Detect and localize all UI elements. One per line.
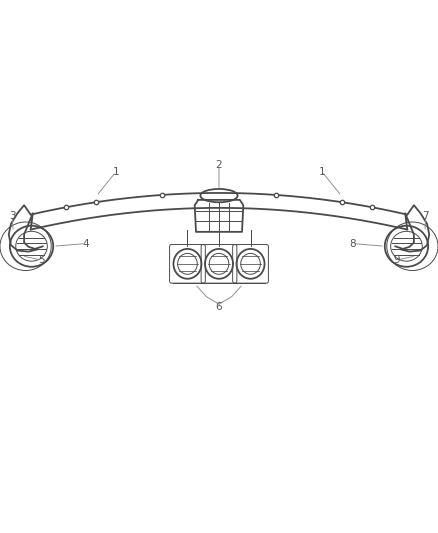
Text: 2: 2: [215, 160, 223, 170]
Text: 5: 5: [38, 255, 45, 265]
Text: 1: 1: [318, 167, 325, 176]
Text: 8: 8: [349, 239, 356, 248]
Text: 9: 9: [393, 255, 400, 265]
Text: 6: 6: [215, 302, 223, 312]
Text: 1: 1: [113, 167, 120, 176]
Text: 3: 3: [9, 211, 16, 221]
Text: 4: 4: [82, 239, 89, 248]
Text: 7: 7: [422, 211, 429, 221]
